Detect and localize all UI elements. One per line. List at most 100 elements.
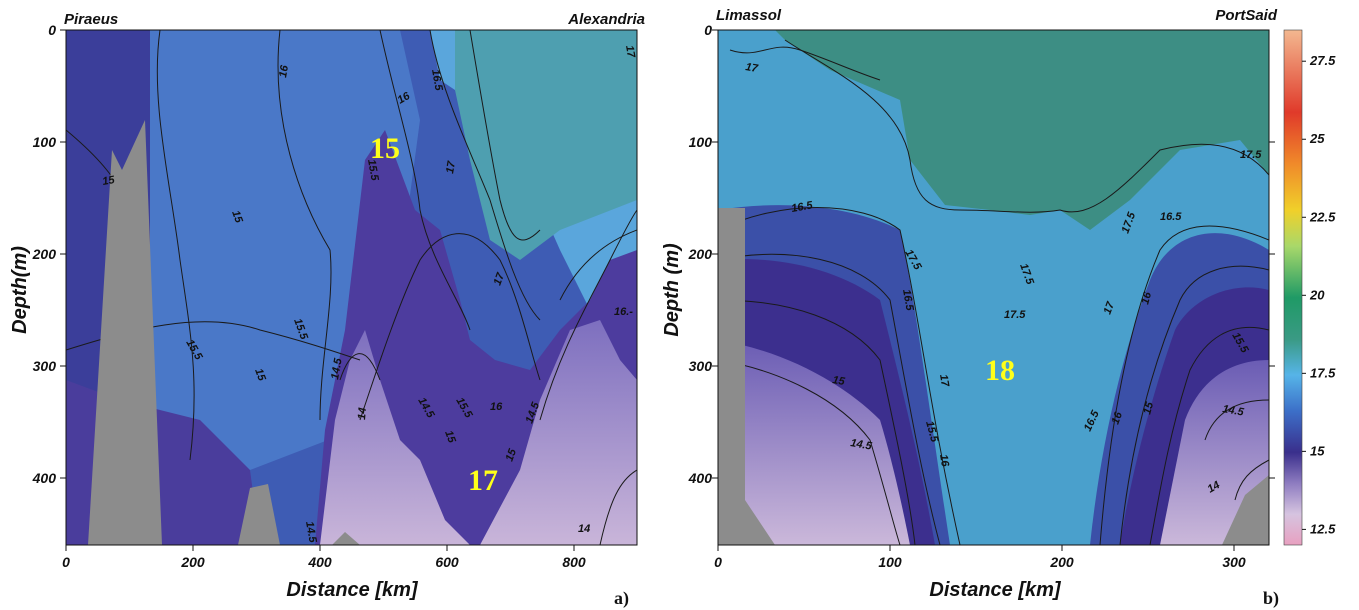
- a-clabel-0: 16: [277, 64, 291, 79]
- field-west-core: [718, 340, 910, 545]
- a-xtick-200: 200: [180, 554, 205, 570]
- b-ytick-100: 100: [689, 134, 713, 150]
- contour-b6: [718, 359, 901, 545]
- contour-a4: [429, 30, 541, 321]
- contour-a5: [469, 30, 541, 241]
- a-xtick-800: 800: [562, 554, 586, 570]
- contour-b11: [1234, 459, 1269, 501]
- contour-b8: [1119, 265, 1269, 545]
- panel-b-field: [718, 30, 1269, 545]
- panel-a-tick-marks: [60, 29, 575, 551]
- a-clabel-5: 15: [101, 174, 116, 188]
- a-ytick-0: 0: [48, 22, 56, 38]
- colorbar-tick-label: 22.5: [1309, 209, 1336, 224]
- contour-b4: [718, 253, 941, 545]
- a-clabel-19: 14: [578, 523, 590, 535]
- colorbar-tick-label: 12.5: [1310, 521, 1336, 536]
- a-water-mass-label-0: 15: [370, 132, 400, 165]
- field-deep-core-left: [320, 330, 470, 545]
- ridge-a2: [238, 484, 280, 545]
- field-core-18: [775, 30, 1269, 230]
- panel-b-contours: [718, 39, 1269, 545]
- contour-a2: [277, 30, 332, 421]
- b-station-left: Limassol: [716, 7, 782, 24]
- a-y-axis-title: Depth(m): [9, 246, 31, 334]
- b-clabel-0: 17: [744, 61, 759, 75]
- b-clabel-17: 15.5: [923, 420, 940, 445]
- a-clabel-2: 16.5: [429, 68, 445, 92]
- contour-b2: [784, 39, 1269, 213]
- a-clabel-9: 17: [492, 271, 508, 287]
- ridge-a1: [88, 120, 162, 545]
- b-xtick-300: 300: [1222, 554, 1246, 570]
- panel-a-x-ticks: 0 200 400 600 800: [62, 554, 586, 570]
- a-clabel-11: 14: [356, 407, 369, 420]
- a-clabel-17: 15: [504, 447, 520, 463]
- ridge-b1: [718, 208, 775, 545]
- a-xtick-600: 600: [435, 554, 459, 570]
- a-ytick-400: 400: [32, 470, 57, 486]
- b-clabel-9: 16: [1139, 290, 1154, 306]
- b-xtick-200: 200: [1049, 554, 1074, 570]
- panel-a: 0 100 200 300 400 0 200 400 600 800 Dist…: [9, 11, 645, 609]
- contour-b5: [718, 299, 916, 545]
- contour-b3: [718, 207, 961, 545]
- b-y-axis-title: Depth (m): [661, 243, 683, 337]
- b-xtick-0: 0: [714, 554, 722, 570]
- a-clabel-15: 15: [442, 429, 458, 445]
- a-water-mass-label-1: 17: [468, 464, 498, 497]
- a-clabel-8: 15: [252, 367, 268, 383]
- contour-a3: [379, 30, 471, 331]
- a-ytick-200: 200: [32, 246, 57, 262]
- a-clabel-10: 14.5: [329, 356, 345, 380]
- b-clabel-16: 14.5: [849, 437, 873, 453]
- b-ytick-300: 300: [689, 358, 713, 374]
- colorbar-ramp: [1283, 29, 1303, 546]
- panel-b-frame: [717, 29, 1270, 546]
- contour-a10: [559, 229, 637, 301]
- a-clabel-20: 16.-: [614, 306, 633, 318]
- colorbar-tick-label: 20: [1309, 287, 1325, 302]
- b-clabel-3: 16.5: [900, 288, 916, 312]
- b-x-axis-title: Distance [km]: [929, 579, 1061, 601]
- panel-b-topography: [718, 208, 1269, 545]
- a-clabel-18: 14.5: [303, 520, 319, 544]
- panel-a-field: [66, 30, 637, 545]
- panel-b-y-ticks: 0 100 200 300 400: [688, 22, 713, 486]
- b-clabel-1: 16.5: [790, 199, 814, 215]
- b-clabel-19: 14.5: [1221, 403, 1245, 419]
- b-clabel-20: 14: [1206, 479, 1223, 496]
- contour-b9: [1149, 326, 1269, 545]
- a-panel-letter: a): [614, 588, 629, 609]
- b-panel-letter: b): [1263, 588, 1279, 609]
- a-clabel-3: 17: [444, 160, 458, 175]
- a-xtick-0: 0: [62, 554, 70, 570]
- panel-b: 0 100 200 300 400 0 100 200 300 Distance…: [661, 7, 1279, 609]
- colorbar-tick-label: 27.5: [1309, 53, 1336, 68]
- a-xtick-400: 400: [307, 554, 332, 570]
- b-xtick-100: 100: [878, 554, 902, 570]
- a-x-axis-title: Distance [km]: [286, 579, 418, 601]
- colorbar: 27.5 25 22.5 20 17.5 15 12.5: [1283, 29, 1336, 546]
- a-station-left: Piraeus: [64, 11, 118, 28]
- b-station-right: PortSaid: [1215, 7, 1278, 24]
- b-clabel-14: 16: [1110, 410, 1126, 426]
- b-clabel-8: 17: [1102, 300, 1118, 316]
- a-station-right: Alexandria: [567, 11, 645, 28]
- contour-b10: [1204, 399, 1269, 441]
- contour-a12: [339, 353, 381, 381]
- ridge-b2: [1222, 475, 1269, 545]
- b-clabel-21: 17.5: [1004, 309, 1026, 321]
- b-clabel-18: 16: [937, 453, 951, 468]
- panel-a-frame: [65, 29, 638, 546]
- colorbar-tick-label: 17.5: [1310, 365, 1336, 380]
- b-clabel-7: 16.5: [1160, 211, 1182, 223]
- colorbar-tick-label: 25: [1309, 131, 1325, 146]
- b-clabel-6: 17.5: [1240, 149, 1262, 161]
- a-clabel-4: 15.5: [365, 158, 381, 182]
- contour-a1: [156, 30, 195, 461]
- b-ytick-200: 200: [688, 246, 713, 262]
- b-ytick-0: 0: [704, 22, 712, 38]
- colorbar-ticks: 27.5 25 22.5 20 17.5 15 12.5: [1302, 53, 1336, 536]
